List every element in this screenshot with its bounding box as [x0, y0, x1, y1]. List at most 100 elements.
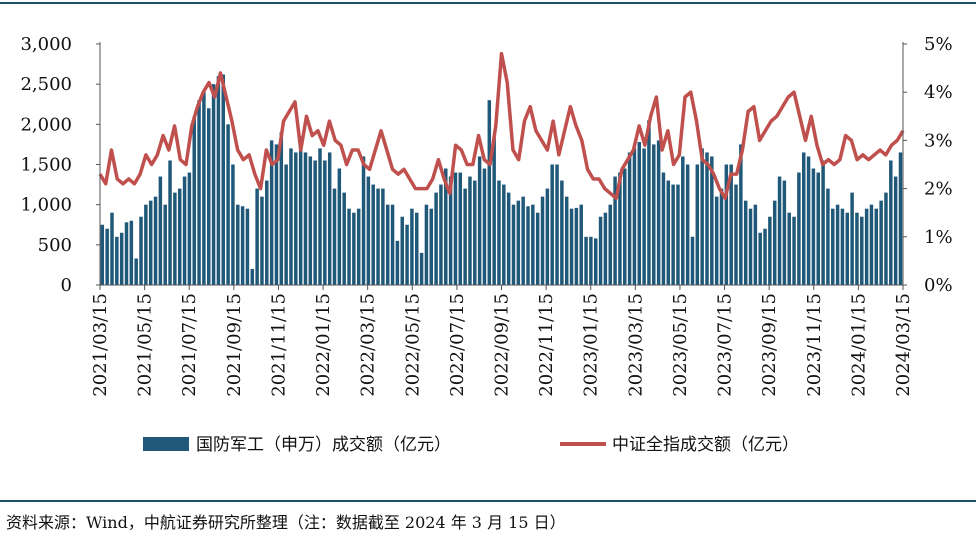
bar: [598, 216, 603, 285]
bar: [105, 228, 109, 285]
bar: [695, 164, 700, 285]
bar: [361, 156, 366, 285]
bar: [115, 236, 119, 285]
bar: [700, 148, 704, 285]
bar: [593, 238, 598, 285]
bar: [893, 176, 898, 285]
bar: [284, 164, 288, 285]
bar: [632, 148, 637, 285]
top-rule: [0, 2, 976, 4]
bar: [260, 196, 264, 285]
bar: [400, 216, 404, 285]
left-tick-label: 500: [38, 235, 72, 256]
bar: [535, 212, 540, 285]
right-tick-label: 3%: [924, 130, 953, 151]
bar: [589, 236, 593, 285]
bar: [845, 212, 850, 285]
right-tick-label: 4%: [924, 82, 953, 103]
bar: [390, 204, 395, 285]
bar: [550, 164, 554, 285]
source-note: 资料来源：Wind，中航证券研究所整理（注：数据截至 2024 年 3 月 15…: [6, 513, 566, 532]
bar: [482, 168, 487, 285]
bar: [144, 204, 148, 285]
bar: [826, 188, 830, 285]
bar: [265, 180, 269, 285]
bar: [100, 224, 105, 285]
chart: 0 500 1,000 1,500 2,000 2,500 3,000 0% 1% 2% 3% 4% 5…: [20, 34, 952, 455]
bar: [782, 180, 787, 285]
bar: [269, 140, 274, 285]
bar: [637, 142, 642, 285]
bar: [197, 100, 201, 285]
bar: [811, 168, 816, 285]
x-tick-label: 2022/01/15: [313, 293, 334, 397]
bar: [356, 208, 361, 285]
bar: [603, 212, 608, 285]
bar: [743, 200, 748, 285]
bar: [323, 160, 327, 285]
bar: [148, 200, 153, 285]
bar: [724, 164, 729, 285]
bar: [608, 204, 612, 285]
bar: [531, 204, 535, 285]
bar: [274, 144, 279, 285]
bar: [874, 208, 879, 285]
bar: [250, 268, 255, 285]
bar: [729, 164, 733, 285]
bar: [134, 258, 138, 285]
line-path: [98, 51, 905, 200]
bar: [342, 192, 346, 285]
bar: [207, 108, 211, 286]
bar: [119, 232, 124, 285]
bar: [216, 76, 221, 285]
line-series: [98, 51, 905, 200]
bar: [705, 152, 709, 285]
bar: [671, 184, 675, 285]
bar: [308, 156, 313, 285]
bar: [327, 152, 332, 285]
bar: [739, 144, 743, 285]
bar: [714, 196, 719, 285]
x-tick-label: 2022/11/15: [536, 293, 557, 397]
bar: [579, 204, 583, 285]
x-tick-label: 2021/03/15: [90, 293, 111, 397]
bar: [337, 168, 342, 285]
bar: [656, 140, 661, 285]
bar: [192, 116, 196, 285]
bar: [690, 236, 695, 285]
bar: [768, 216, 772, 285]
bar: [879, 200, 883, 285]
bar: [366, 176, 371, 285]
bar: [182, 176, 187, 285]
bar: [202, 92, 206, 285]
x-tick-label: 2023/05/15: [670, 293, 691, 397]
x-tick-label: 2022/07/15: [447, 293, 468, 397]
bar: [540, 196, 545, 285]
bar: [279, 132, 284, 285]
bar: [545, 188, 550, 285]
bottom-rule: [0, 500, 976, 502]
bar: [448, 176, 453, 285]
bar: [177, 188, 182, 285]
bar: [584, 236, 588, 285]
bar: [231, 164, 235, 285]
bar: [734, 184, 738, 285]
bar: [371, 184, 375, 285]
axes: 0 500 1,000 1,500 2,000 2,500 3,000 0% 1% 2% 3% 4% 5…: [20, 34, 952, 397]
bar: [444, 168, 448, 285]
bar: [318, 148, 322, 285]
left-tick-label: 1,500: [20, 155, 72, 176]
bar: [492, 136, 496, 285]
bar: [129, 220, 134, 285]
legend: 国防军工（申万）成交额（亿元） 中证全指成交额（亿元）: [143, 435, 799, 455]
bar: [816, 172, 820, 285]
bar: [666, 180, 671, 285]
bar: [772, 200, 777, 285]
bar: [453, 172, 458, 285]
bar: [889, 160, 893, 285]
bar: [676, 184, 680, 285]
bar: [410, 208, 414, 285]
x-tick-label: 2021/09/15: [224, 293, 245, 397]
bar: [802, 152, 806, 285]
bar: [758, 232, 762, 285]
